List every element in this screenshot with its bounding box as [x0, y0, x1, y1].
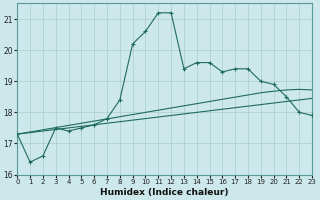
- X-axis label: Humidex (Indice chaleur): Humidex (Indice chaleur): [100, 188, 229, 197]
